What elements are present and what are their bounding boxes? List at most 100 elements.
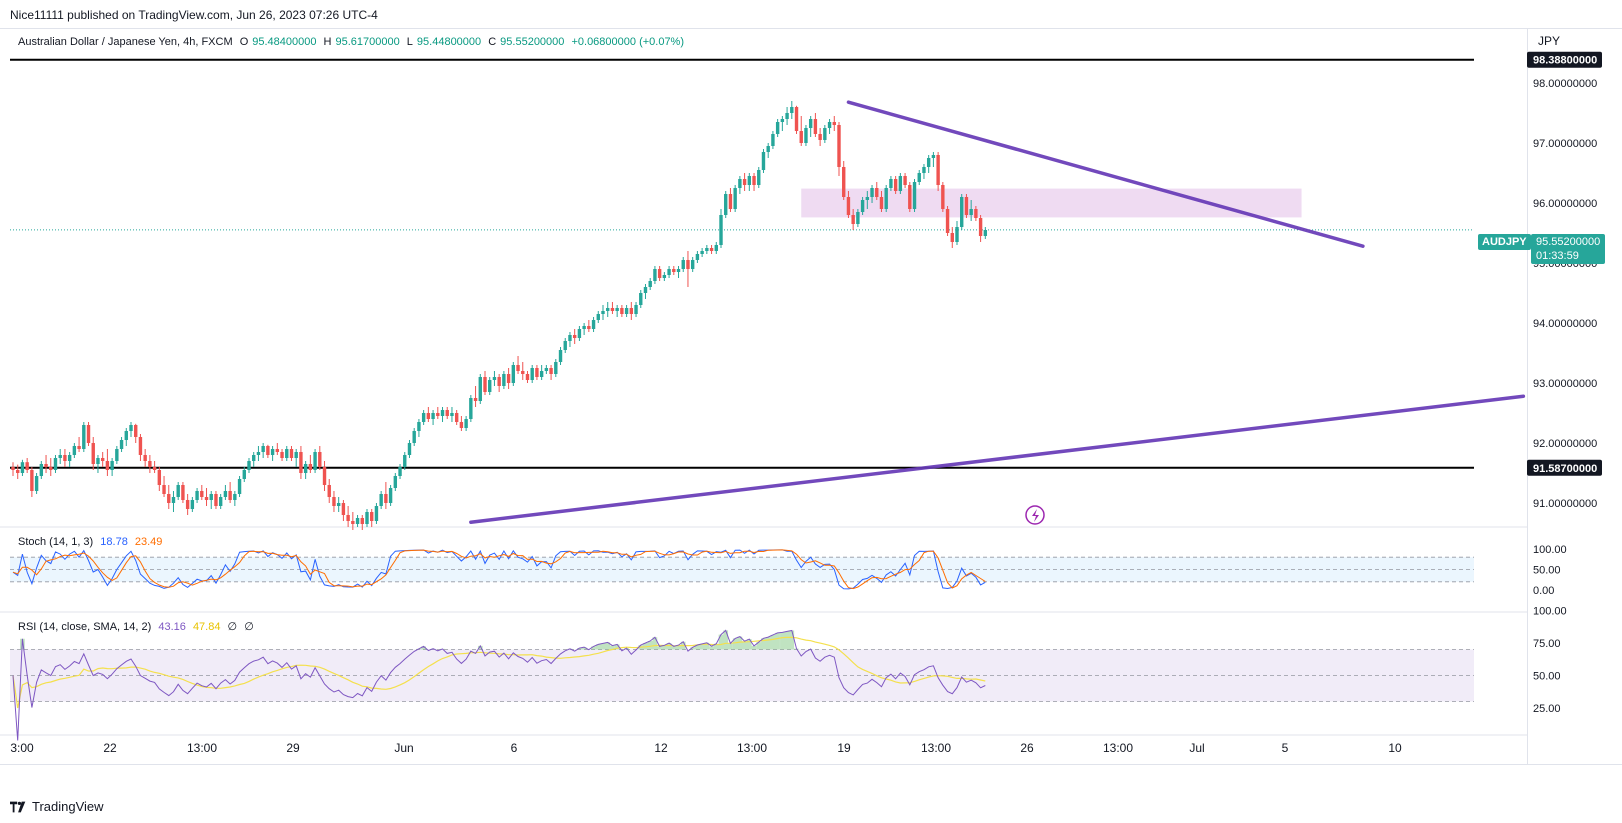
symbol-name: Australian Dollar / Japanese Yen, 4h, FX… xyxy=(18,36,233,48)
candle-body xyxy=(521,371,525,374)
candle-body xyxy=(936,155,940,185)
high-value: 95.61700000 xyxy=(335,36,400,48)
candle-body xyxy=(983,230,988,236)
candle-body xyxy=(653,269,657,281)
candle-body xyxy=(275,449,280,452)
rsi-legend[interactable]: RSI (14, close, SMA, 14, 2) 43.16 47.84 … xyxy=(18,620,258,633)
candle-body xyxy=(233,494,237,500)
candle-body xyxy=(771,134,775,146)
candle-body xyxy=(568,335,572,341)
candle-body xyxy=(200,491,204,497)
candle-body xyxy=(624,308,629,314)
symbol-legend[interactable]: Australian Dollar / Japanese Yen, 4h, FX… xyxy=(18,36,688,48)
candle-body xyxy=(497,377,501,386)
candle-body xyxy=(912,182,917,209)
last-price-value: 95.55200000 xyxy=(1536,236,1601,248)
candle-body xyxy=(384,494,388,503)
candle-body xyxy=(63,455,67,461)
candle-body xyxy=(322,467,327,485)
candle-body xyxy=(280,452,284,458)
candle-body xyxy=(818,134,822,140)
candle-body xyxy=(780,119,785,122)
candle-body xyxy=(690,260,695,269)
candle-body xyxy=(218,497,223,506)
close-label: C xyxy=(488,36,497,48)
rsi-ma-value: 47.84 xyxy=(192,621,221,633)
candle-body xyxy=(370,512,374,521)
candle-body xyxy=(549,368,553,374)
candle-body xyxy=(176,485,180,497)
rsi-overbought-fill xyxy=(20,630,814,650)
stoch-k-line xyxy=(12,549,986,590)
candle-body xyxy=(577,329,582,338)
candle-body xyxy=(473,398,478,401)
candle-body xyxy=(511,365,516,383)
candle-body xyxy=(157,470,162,485)
level-price-tag xyxy=(1527,459,1602,476)
time-axis-label: Jun xyxy=(394,741,413,755)
candle-body xyxy=(672,269,676,272)
stoch-legend[interactable]: Stoch (14, 1, 3) 18.78 23.49 xyxy=(18,536,166,548)
candle-body xyxy=(889,179,893,188)
candle-body xyxy=(860,200,865,212)
candle-body xyxy=(808,119,813,128)
low-value: 95.44800000 xyxy=(416,36,482,48)
candle-body xyxy=(974,209,978,218)
candle-body xyxy=(393,476,398,488)
footer-brand[interactable]: TradingView xyxy=(10,799,104,814)
candle-body xyxy=(30,470,34,491)
candle-body xyxy=(303,464,308,473)
time-axis-label: 13:00 xyxy=(187,741,217,755)
stoch-axis-label: 50.00 xyxy=(1533,565,1561,577)
candle-body xyxy=(667,269,671,275)
candle-body xyxy=(733,188,737,209)
candle-body xyxy=(804,128,808,143)
candle-body xyxy=(143,455,147,461)
candle-body xyxy=(67,455,72,461)
time-axis-label: 12 xyxy=(654,741,668,755)
candle-body xyxy=(705,248,709,251)
candle-body xyxy=(832,122,836,125)
rsi-extra1: ∅ xyxy=(227,621,238,633)
stoch-k-value: 18.78 xyxy=(100,536,128,548)
high-label: H xyxy=(323,36,332,48)
stoch-label: Stoch (14, 1, 3) xyxy=(18,536,94,548)
candle-body xyxy=(77,446,81,449)
candle-body xyxy=(407,443,412,455)
candle-body xyxy=(412,431,416,443)
candle-body xyxy=(875,188,879,197)
candle-body xyxy=(842,167,846,197)
candle-body xyxy=(228,491,232,500)
candle-body xyxy=(431,413,435,419)
candle-body xyxy=(134,425,138,437)
candle-body xyxy=(766,146,770,152)
candle-body xyxy=(596,314,600,320)
candle-body xyxy=(261,446,265,452)
candle-body xyxy=(237,479,242,494)
candle-body xyxy=(421,413,426,422)
candle-body xyxy=(563,341,567,350)
candle-body xyxy=(870,188,874,197)
candle-body xyxy=(185,500,190,509)
event-icon-bolt xyxy=(1032,509,1039,522)
candle-body xyxy=(898,176,903,191)
candle-body xyxy=(851,215,855,224)
candle-body xyxy=(488,380,492,392)
level-price-label: 91.58700000 xyxy=(1533,463,1597,475)
candle-body xyxy=(837,125,841,167)
candle-body xyxy=(464,419,468,428)
candle-body xyxy=(388,488,393,503)
candle-body xyxy=(884,188,888,209)
time-axis-label: 13:00 xyxy=(921,741,951,755)
candle-body xyxy=(256,452,261,455)
rsi-extra2: ∅ xyxy=(244,621,254,633)
stoch-d-line xyxy=(12,549,986,590)
time-axis-label: 10 xyxy=(1388,741,1402,755)
candle-body xyxy=(294,452,298,458)
candle-body xyxy=(931,155,936,158)
open-label: O xyxy=(239,36,249,48)
candle-body xyxy=(582,326,586,329)
candle-body xyxy=(761,152,766,170)
stoch-d-value: 23.49 xyxy=(134,536,163,548)
